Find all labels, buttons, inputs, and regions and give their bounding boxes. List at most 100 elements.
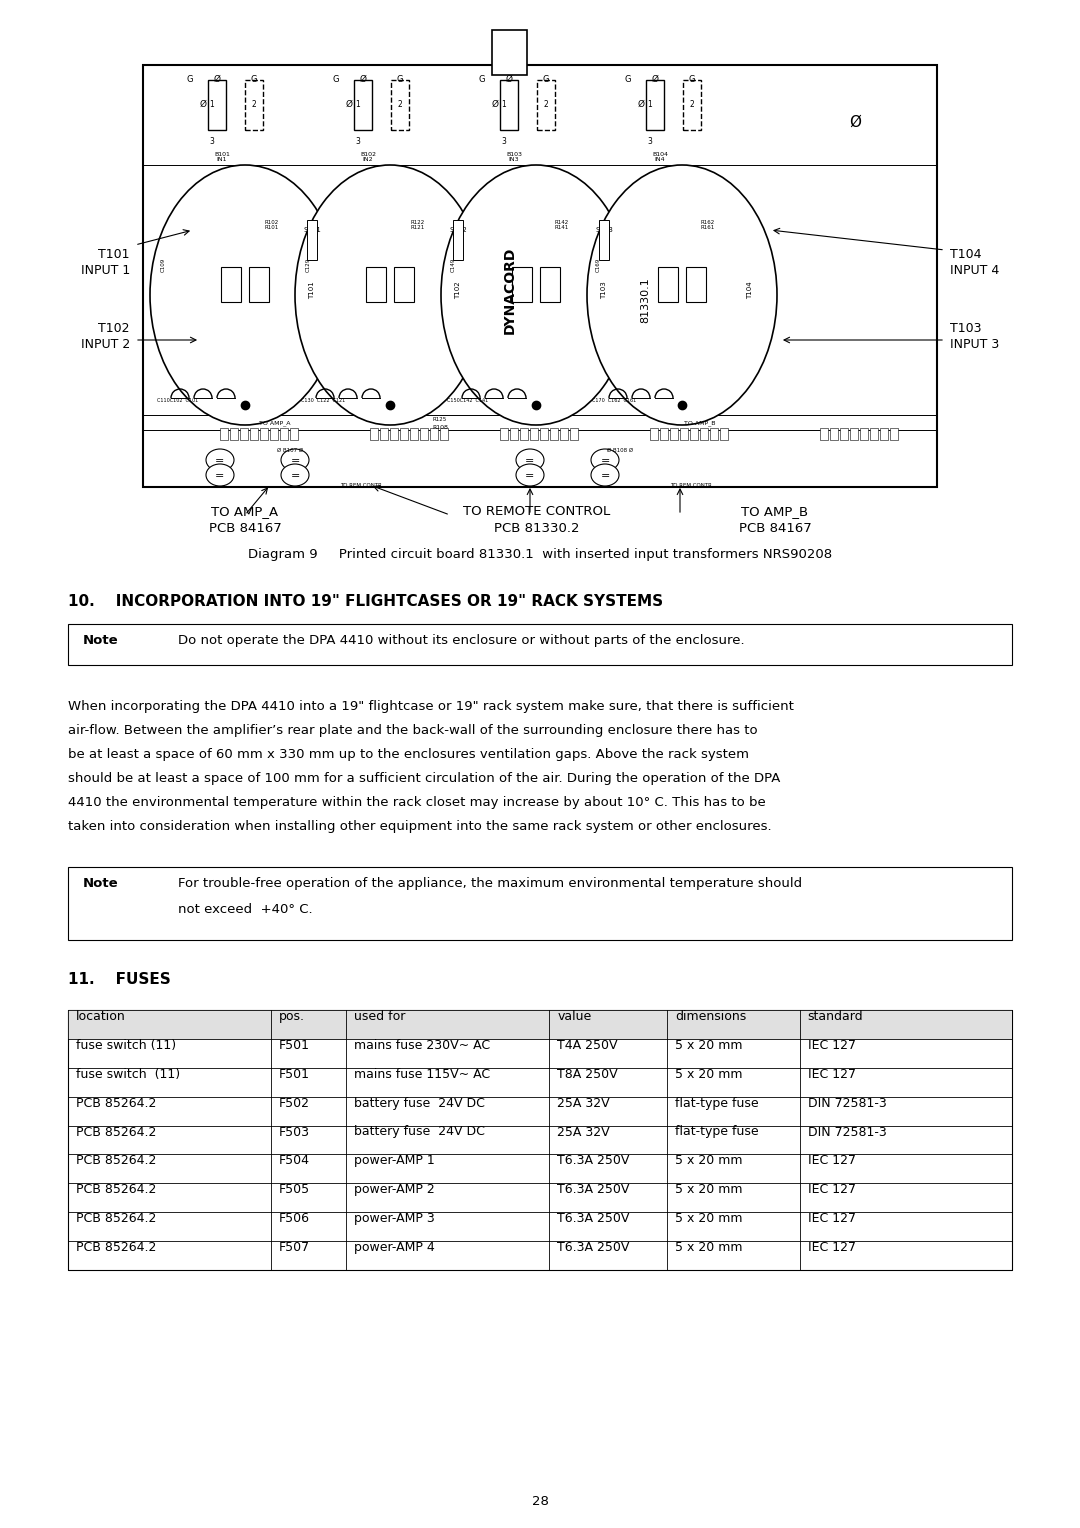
Text: =: = [600,455,610,466]
Bar [68,1010,1012,1039]
Text: Ø: Ø [849,115,861,130]
Text: Note: Note [83,634,119,646]
Text: 3: 3 [501,138,507,147]
Text: Ø: Ø [360,75,366,84]
Bar [240,428,248,440]
Text: 5 x 20 mm: 5 x 20 mm [675,1241,743,1254]
Bar [230,428,238,440]
Text: F501: F501 [279,1068,310,1080]
Text: B103
IN3: B103 IN3 [507,151,522,162]
Text: 28: 28 [531,1494,549,1508]
Text: B101
IN1: B101 IN1 [214,151,230,162]
Text: C149: C149 [450,258,456,272]
Text: 5 x 20 mm: 5 x 20 mm [675,1068,743,1080]
Text: Ø: Ø [200,99,206,108]
Text: should be at least a space of 100 mm for a sufficient circulation of the air. Du: should be at least a space of 100 mm for… [68,772,781,785]
Bar [840,428,848,440]
Bar [410,428,418,440]
Bar [690,428,698,440]
Text: used for: used for [354,1010,406,1022]
Text: IEC 127: IEC 127 [808,1212,855,1225]
Text: battery fuse  24V DC: battery fuse 24V DC [354,1126,485,1138]
Text: T101: T101 [309,281,315,299]
Ellipse shape [516,449,544,471]
Text: pos.: pos. [279,1010,305,1022]
Text: =: = [525,455,535,466]
Text: TO AMP_B
PCB 84167: TO AMP_B PCB 84167 [739,504,811,535]
Text: Ø: Ø [491,99,499,108]
Text: fuse switch  (11): fuse switch (11) [76,1068,180,1080]
Bar [249,428,258,440]
Bar [453,220,463,260]
Text: T4A 250V: T4A 250V [557,1039,618,1051]
Text: IEC 127: IEC 127 [808,1154,855,1167]
Text: Ø B108 Ø: Ø B108 Ø [607,448,633,452]
Text: T6.3A 250V: T6.3A 250V [557,1154,630,1167]
Text: F502: F502 [279,1097,310,1109]
Text: G: G [251,75,257,84]
Text: F503: F503 [279,1126,310,1138]
Text: power-AMP 4: power-AMP 4 [354,1241,435,1254]
Bar [683,79,701,130]
Text: 1: 1 [355,99,361,108]
Text: 25A 32V: 25A 32V [557,1126,610,1138]
Bar [391,79,409,130]
Text: T101
INPUT 1: T101 INPUT 1 [81,248,130,277]
Bar [221,267,241,303]
Text: G: G [187,75,193,84]
Text: =: = [215,471,225,481]
Text: 3: 3 [355,138,361,147]
Ellipse shape [591,465,619,486]
Text: battery fuse  24V DC: battery fuse 24V DC [354,1097,485,1109]
Ellipse shape [516,465,544,486]
Text: value: value [557,1010,592,1022]
Text: mains fuse 230V~ AC: mains fuse 230V~ AC [354,1039,490,1051]
Bar [270,428,278,440]
Bar [366,267,386,303]
Bar [720,428,728,440]
Text: T8A 250V: T8A 250V [557,1068,618,1080]
Text: G: G [543,75,550,84]
Text: 2: 2 [397,99,403,108]
Ellipse shape [441,165,631,425]
Text: PCB 85264.2: PCB 85264.2 [76,1126,157,1138]
Bar [380,428,388,440]
Text: not exceed  +40° C.: not exceed +40° C. [178,903,312,915]
Text: PCB 85264.2: PCB 85264.2 [76,1241,157,1254]
Text: Ø: Ø [505,75,513,84]
Text: For trouble-free operation of the appliance, the maximum environmental temperatu: For trouble-free operation of the applia… [178,877,802,889]
Bar [291,428,298,440]
Text: 3: 3 [648,138,652,147]
Text: TO REMOTE CONTROL
PCB 81330.2: TO REMOTE CONTROL PCB 81330.2 [463,504,610,535]
Text: F507: F507 [279,1241,310,1254]
Text: 5 x 20 mm: 5 x 20 mm [675,1183,743,1196]
Text: F505: F505 [279,1183,310,1196]
Text: flat-type fuse: flat-type fuse [675,1126,759,1138]
Text: flat-type fuse: flat-type fuse [675,1097,759,1109]
Text: Note: Note [83,877,119,889]
Ellipse shape [281,465,309,486]
Bar [68,866,1012,940]
Bar [143,66,937,487]
Text: G: G [396,75,403,84]
Ellipse shape [206,449,234,471]
Bar [660,428,669,440]
Ellipse shape [591,449,619,471]
Bar [850,428,858,440]
Text: 5 x 20 mm: 5 x 20 mm [675,1154,743,1167]
Text: 5 x 20 mm: 5 x 20 mm [675,1039,743,1051]
Text: C110C102  C101: C110C102 C101 [158,397,199,403]
Bar [68,1010,1012,1270]
Text: Ø: Ø [637,99,645,108]
Bar [440,428,448,440]
Ellipse shape [206,465,234,486]
Text: 2: 2 [252,99,256,108]
Bar [500,79,518,130]
Text: TO REM.CONTR.: TO REM.CONTR. [671,483,714,487]
Bar [400,428,408,440]
Bar [670,428,678,440]
Text: PCB 85264.2: PCB 85264.2 [76,1154,157,1167]
Bar [890,428,897,440]
Bar [561,428,568,440]
Text: F504: F504 [279,1154,310,1167]
